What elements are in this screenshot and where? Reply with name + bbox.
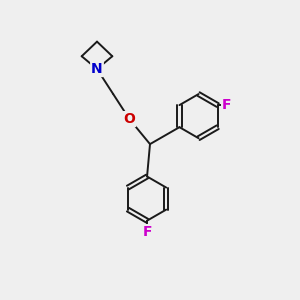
Text: N: N <box>91 62 103 76</box>
Text: F: F <box>222 98 232 112</box>
Text: F: F <box>142 225 152 239</box>
Text: O: O <box>124 112 135 126</box>
